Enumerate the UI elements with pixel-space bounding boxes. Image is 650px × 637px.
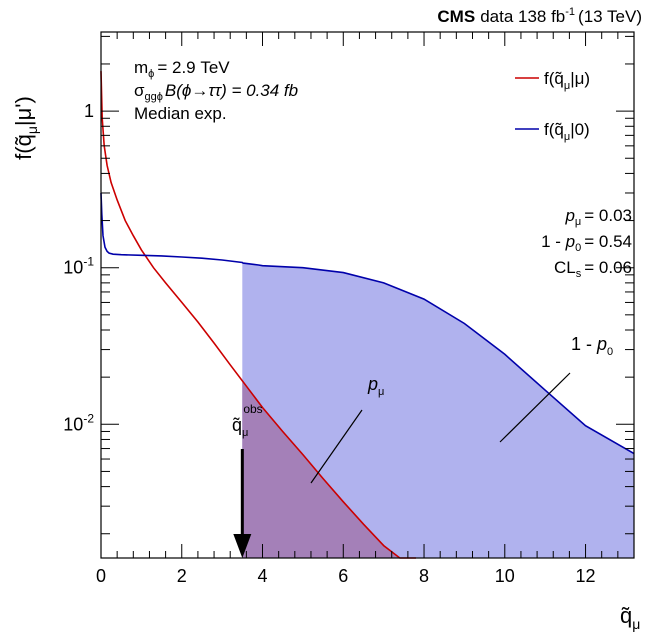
- median-exp-text: Median exp.: [134, 104, 227, 123]
- curve-f-q-mu-given-0: [100, 192, 635, 455]
- cross-section-text: σggϕ B(ϕ→ττ) = 0.34 fb: [134, 81, 298, 103]
- curve-f-q-mu-given-mu: [100, 71, 416, 559]
- p-mu-result: pμ = 0.03: [564, 206, 632, 228]
- p-mu-region-label: pμ: [367, 374, 384, 398]
- observed-q-superscript: obs: [243, 402, 262, 416]
- x-axis-title: q̃μ: [620, 603, 640, 632]
- legend-label-0: f(q̃μ|0): [544, 120, 590, 143]
- one-minus-p0-pointer: [499, 372, 571, 443]
- y-tick-label: 10-2: [63, 411, 94, 434]
- mass-text: mϕ = 2.9 TeV: [134, 58, 230, 80]
- observed-arrow-head: [233, 534, 252, 558]
- header-label: CMS data 138 fb-1 (13 TeV): [437, 6, 642, 26]
- x-tick-label: 2: [177, 566, 187, 586]
- experiment-label: CMS: [437, 7, 475, 26]
- y-tick-label: 1: [84, 101, 94, 121]
- lumi-exponent: -1: [565, 6, 575, 18]
- x-tick-label: 10: [495, 566, 515, 586]
- legend-label-mu: f(q̃μ|μ): [544, 69, 590, 92]
- p-mu-pointer: [310, 409, 363, 484]
- y-axis-ticks: 10-2 10-1 1: [63, 35, 634, 535]
- energy-label: (13 TeV): [578, 7, 642, 26]
- y-tick-label: 10-1: [63, 255, 94, 278]
- region-1-minus-p0-fill: [242, 262, 635, 558]
- one-minus-p0-region-label: 1 - p0: [571, 334, 613, 358]
- x-tick-label: 6: [338, 566, 348, 586]
- x-tick-label: 12: [576, 566, 596, 586]
- x-tick-label: 8: [419, 566, 429, 586]
- x-axis-ticks: 0 2 4 6 8 10 12: [96, 32, 619, 586]
- one-minus-p0-result: 1 - p0 = 0.54: [541, 232, 632, 254]
- x-tick-label: 0: [96, 566, 106, 586]
- y-axis-title: f(q̃μ|μ'): [11, 96, 40, 160]
- region-p-mu-fill: [242, 380, 416, 558]
- plot-frame: [100, 31, 635, 559]
- x-tick-label: 4: [258, 566, 268, 586]
- cls-result: CLs = 0.06: [554, 258, 632, 280]
- observed-q-label: q̃μ: [232, 415, 248, 439]
- lumi-label: data 138 fb: [480, 7, 565, 26]
